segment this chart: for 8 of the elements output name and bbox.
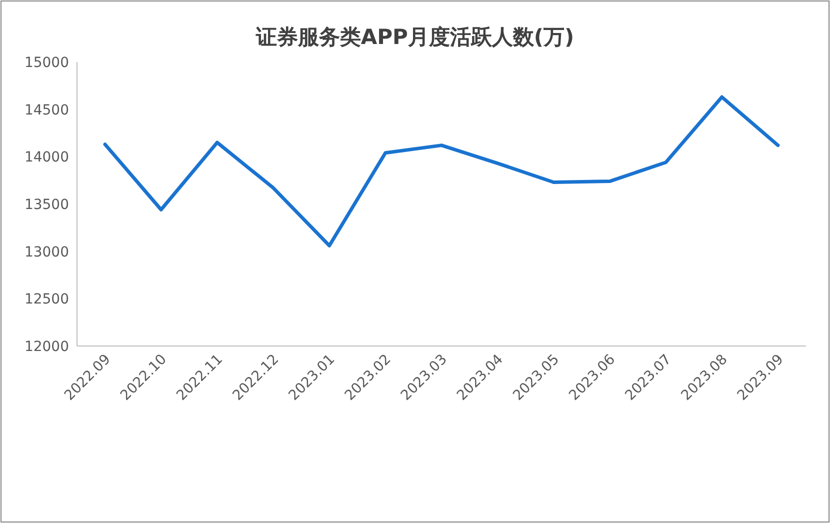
- y-tick-label: 14000: [24, 150, 69, 166]
- y-tick-label: 14500: [24, 102, 69, 118]
- y-tick-label: 13500: [24, 197, 69, 213]
- y-tick-label: 13000: [24, 244, 69, 260]
- y-tick-label: 12000: [24, 339, 69, 355]
- chart-title: 证券服务类APP月度活跃人数(万): [254, 25, 574, 49]
- y-tick-label: 12500: [24, 292, 69, 308]
- y-tick-label: 15000: [24, 55, 69, 71]
